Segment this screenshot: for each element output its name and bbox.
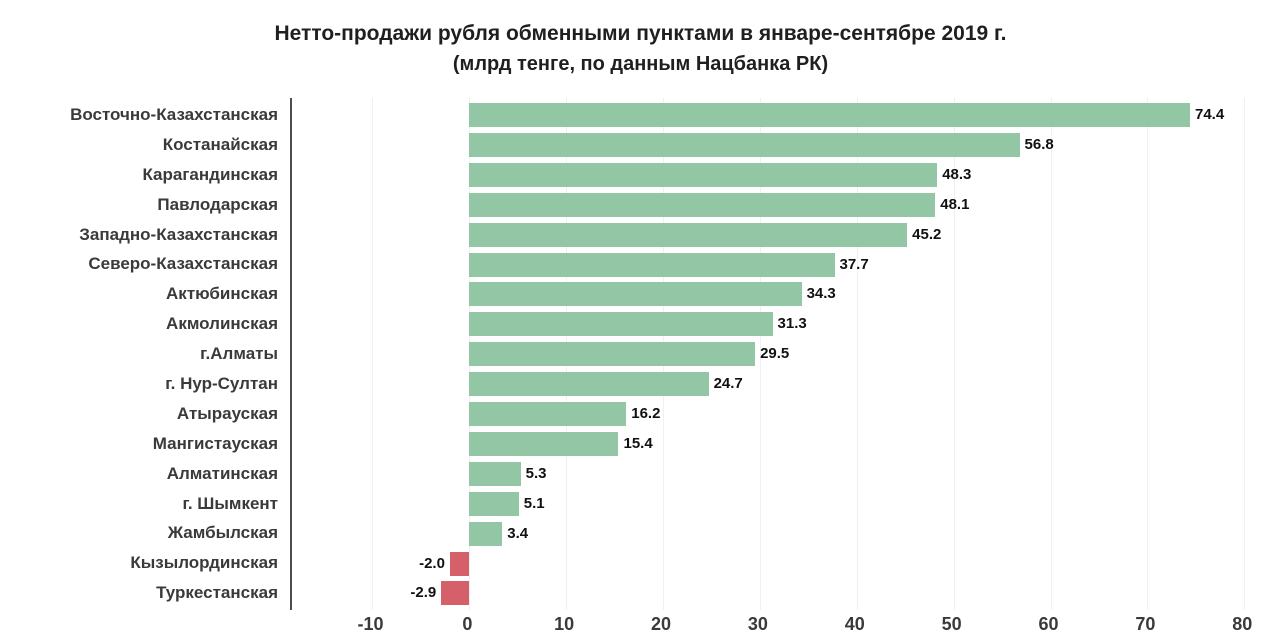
- bar-negative: [441, 581, 470, 606]
- category-label: Северо-Казахстанская: [88, 254, 278, 274]
- bar-positive: [469, 222, 908, 247]
- bar-row: 34.3: [292, 279, 1250, 309]
- bar-row: 3.4: [292, 519, 1250, 549]
- bar-row: 74.4: [292, 100, 1250, 130]
- chart-title: Нетто-продажи рубля обменными пунктами в…: [274, 22, 1007, 45]
- gridline: [953, 98, 955, 610]
- bar-positive: [469, 402, 627, 426]
- value-label: 29.5: [760, 345, 790, 363]
- category-label: Карагандинская: [142, 164, 278, 184]
- x-tick-label: 10: [554, 614, 575, 634]
- category-label: Жамбылская: [167, 523, 278, 543]
- value-label: 34.3: [806, 285, 836, 303]
- value-label: 3.4: [507, 524, 529, 542]
- gridline: [759, 98, 761, 610]
- bar-positive: [469, 431, 619, 456]
- x-tick-label: 30: [747, 614, 768, 634]
- category-label: г.Алматы: [200, 344, 278, 364]
- bar-row: -2.0: [292, 549, 1250, 579]
- x-tick-label: 40: [844, 614, 865, 634]
- value-label: 16.2: [631, 405, 661, 422]
- title-block: Нетто-продажи рубля обменными пунктами в…: [0, 18, 1281, 78]
- bar-positive: [469, 162, 938, 187]
- bar-positive: [469, 372, 709, 397]
- x-tick-label: 80: [1232, 614, 1253, 634]
- x-tick-label: 20: [651, 614, 672, 634]
- gridline: [1050, 98, 1052, 610]
- category-label: Восточно-Казахстанская: [70, 105, 278, 124]
- bar-row: 15.4: [292, 429, 1250, 459]
- bar-positive: [469, 282, 802, 307]
- category-label: Алматинская: [166, 463, 278, 483]
- value-label: 37.7: [839, 255, 869, 273]
- value-label: 48.1: [940, 195, 970, 213]
- category-axis: Восточно-Казахстанская Костанайская Карага…: [0, 100, 278, 608]
- bar-positive: [469, 103, 1190, 127]
- x-tick-label: 50: [941, 614, 962, 634]
- bar-positive: [469, 192, 936, 217]
- bar-row: 31.3: [292, 309, 1250, 339]
- value-label: -2.9: [410, 584, 437, 602]
- value-label: 24.7: [713, 375, 743, 393]
- category-label: Кызылординская: [130, 553, 278, 573]
- bar-row: 37.7: [292, 250, 1250, 280]
- chart-subtitle: (млрд тенге, по данным Нацбанка РК): [452, 52, 829, 75]
- bar-positive: [469, 132, 1020, 157]
- bar-row: 16.2: [292, 399, 1250, 429]
- value-label: 5.3: [525, 464, 547, 482]
- category-label: Мангистауская: [152, 433, 278, 453]
- value-label: 74.4: [1195, 106, 1225, 123]
- value-label: 31.3: [777, 315, 807, 333]
- bar-row: 48.1: [292, 190, 1250, 220]
- category-label: Костанайская: [162, 134, 278, 154]
- x-axis-ticks: -10 0 10 20 30 40 50 60 70 80: [290, 614, 1252, 640]
- bar-row: 5.3: [292, 459, 1250, 489]
- value-label: -2.0: [419, 554, 445, 572]
- category-label: Павлодарская: [157, 194, 278, 214]
- plot-area: 74.4 56.8 48.3 48.1 45.2 37.7 34.3 31.3 29.5 24.7…: [290, 98, 1250, 610]
- bar-row: 48.3: [292, 160, 1250, 190]
- x-tick-label: 70: [1135, 614, 1156, 634]
- bar-row: 56.8: [292, 130, 1250, 160]
- bar-row: -2.9: [292, 578, 1250, 608]
- bar-positive: [469, 491, 519, 516]
- category-label: г. Шымкент: [182, 493, 278, 513]
- bar-row: 29.5: [292, 339, 1250, 369]
- bar-positive: [469, 342, 756, 367]
- value-label: 45.2: [912, 225, 942, 243]
- gridline: [1244, 98, 1246, 610]
- bar-row: 5.1: [292, 489, 1250, 519]
- bar-positive: [469, 521, 503, 546]
- value-label: 5.1: [523, 494, 545, 512]
- category-label: Западно-Казахстанская: [79, 224, 278, 244]
- bar-row: 24.7: [292, 369, 1250, 399]
- value-label: 15.4: [623, 434, 653, 452]
- category-label: Актюбинская: [166, 284, 278, 304]
- bar-positive: [469, 252, 835, 277]
- x-tick-label: -10: [357, 614, 384, 634]
- bar-positive: [469, 461, 521, 486]
- gridline: [372, 98, 374, 610]
- category-label: г. Нур-Султан: [165, 374, 278, 394]
- value-label: 48.3: [942, 165, 972, 183]
- gridline: [856, 98, 858, 610]
- category-label: Туркестанская: [156, 583, 278, 603]
- category-label: Атырауская: [176, 403, 278, 423]
- x-tick-label: 0: [462, 614, 473, 634]
- x-tick-label: 60: [1038, 614, 1059, 634]
- bar-row: 45.2: [292, 220, 1250, 250]
- gridline: [1147, 98, 1149, 610]
- category-label: Акмолинская: [166, 314, 278, 334]
- value-label: 56.8: [1024, 135, 1054, 153]
- bar-positive: [469, 312, 773, 337]
- bar-negative: [449, 551, 470, 576]
